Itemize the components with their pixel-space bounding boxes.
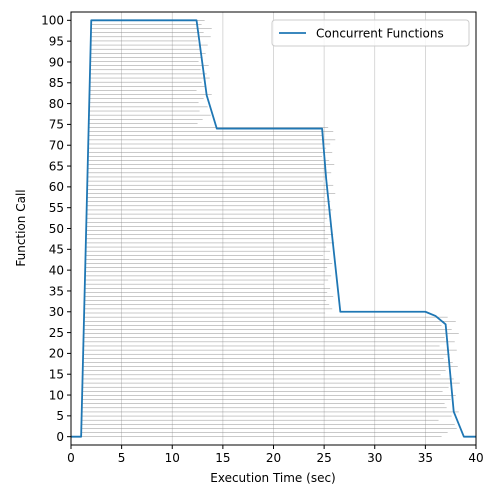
legend: Concurrent Functions [271, 19, 470, 47]
x-tick-label: 40 [468, 451, 483, 465]
y-tick-label: 35 [49, 284, 64, 298]
y-tick-label: 85 [49, 76, 64, 90]
x-tick-label: 10 [165, 451, 180, 465]
x-tick-label: 0 [67, 451, 75, 465]
x-axis: 0 5 10 15 20 25 30 35 40 [67, 445, 484, 465]
y-tick-label: 55 [49, 201, 64, 215]
function-spans [81, 20, 460, 437]
x-tick-label: 20 [266, 451, 281, 465]
y-axis-title: Function Call [14, 189, 28, 266]
y-tick-label: 100 [41, 14, 64, 28]
y-tick-label: 50 [49, 222, 64, 236]
y-tick-label: 70 [49, 139, 64, 153]
y-tick-label: 10 [49, 388, 64, 402]
y-tick-label: 40 [49, 263, 64, 277]
y-tick-label: 80 [49, 97, 64, 111]
y-tick-label: 90 [49, 55, 64, 69]
x-axis-title: Execution Time (sec) [210, 471, 335, 485]
x-tick-label: 25 [316, 451, 331, 465]
y-axis: 0 5 10 15 20 25 30 35 40 45 50 55 60 65 70 75 80 85 90 95 10… [41, 14, 71, 444]
y-tick-label: 0 [56, 430, 64, 444]
y-tick-label: 65 [49, 159, 64, 173]
x-tick-label: 15 [215, 451, 230, 465]
y-tick-label: 45 [49, 243, 64, 257]
legend-box [271, 19, 470, 47]
legend-label-concurrent-functions: Concurrent Functions [316, 27, 444, 41]
y-tick-label: 75 [49, 118, 64, 132]
y-tick-label: 5 [56, 409, 64, 423]
x-tick-label: 35 [418, 451, 433, 465]
y-tick-label: 25 [49, 326, 64, 340]
y-tick-label: 95 [49, 34, 64, 48]
series-line-concurrent-functions [71, 19, 476, 438]
x-tick-label: 30 [367, 451, 382, 465]
y-tick-label: 30 [49, 305, 64, 319]
y-tick-label: 20 [49, 347, 64, 361]
y-tick-label: 60 [49, 180, 64, 194]
x-tick-label: 5 [118, 451, 126, 465]
y-tick-label: 15 [49, 368, 64, 382]
series-layer [71, 19, 476, 438]
